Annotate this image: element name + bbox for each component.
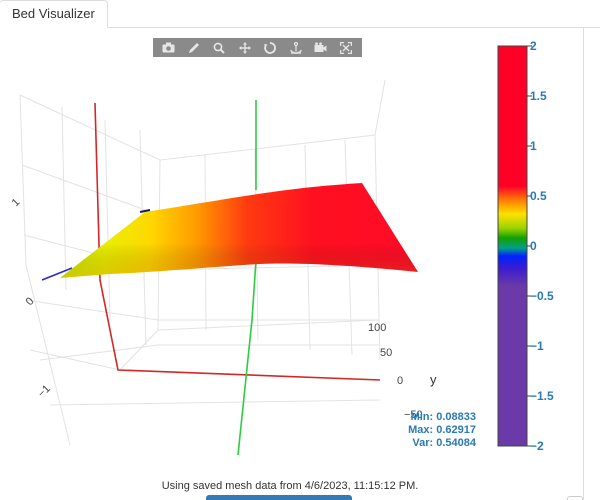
colorbar-tick-label: −1.5 [530, 389, 554, 403]
reset-camera-icon[interactable] [312, 39, 329, 56]
plot-modebar [153, 38, 362, 57]
z-axis [41, 267, 73, 281]
bed-mesh-3d-plot[interactable]: 1 0 −1 100 50 0 −50 y [0, 60, 470, 465]
mesh-surface [60, 183, 418, 278]
colorbar-tick-label: 2 [530, 39, 537, 53]
colorbar-gradient [497, 45, 528, 447]
colorbar-tick-label: −1 [530, 339, 544, 353]
stat-max: Max: 0.62917 [380, 424, 476, 437]
stat-var-text: Var: 0.54084 [412, 437, 476, 449]
tab-panel [0, 27, 584, 500]
stat-min-text: Min: 0.08833 [410, 411, 476, 423]
colorbar: 2 1.5 1 0.5 0 −0.5 −1 −1.5 −2 [490, 36, 590, 456]
zoom-icon[interactable] [211, 39, 228, 56]
orbit-icon[interactable] [262, 39, 279, 56]
x-axis [94, 102, 381, 381]
colorbar-tick-label: 1 [530, 139, 537, 153]
colorbar-tick-label: 1.5 [530, 89, 547, 103]
colorbar-tick-labels: 2 1.5 1 0.5 0 −0.5 −1 −1.5 −2 [530, 39, 554, 453]
pan-icon[interactable] [236, 39, 253, 56]
turntable-icon[interactable] [287, 39, 304, 56]
stat-min: Min: 0.08833 [380, 411, 476, 424]
autoscale-icon[interactable] [338, 39, 355, 56]
side-toggle[interactable] [567, 496, 583, 500]
tab-strip: Bed Visualizer [0, 0, 600, 28]
y-tick-label: 100 [368, 322, 386, 334]
tab-bed-visualizer[interactable]: Bed Visualizer [0, 0, 108, 28]
y-axis-title: y [430, 372, 437, 387]
y-tick-label: 50 [380, 347, 392, 359]
y-tick-label: −50 [404, 409, 423, 421]
y-tick-labels: 100 50 0 −50 [368, 322, 423, 421]
y-axis [237, 100, 257, 456]
z-tick-label: 1 [10, 196, 23, 209]
z-tick-labels: 1 0 −1 [10, 196, 53, 400]
colorbar-ticks [527, 45, 532, 447]
colorbar-tick-label: −0.5 [530, 289, 554, 303]
mesh-stats: Min: 0.08833 Max: 0.62917 Var: 0.54084 [380, 411, 476, 450]
stat-max-text: Max: 0.62917 [408, 424, 476, 436]
scene-canvas: 1 0 −1 100 50 0 −50 y [10, 79, 437, 456]
colorbar-tick-label: −2 [530, 439, 544, 453]
colorbar-tick-label: 0.5 [530, 189, 547, 203]
camera-icon[interactable] [160, 39, 177, 56]
mesh-action-button[interactable] [206, 495, 352, 500]
colorbar-tick-label: 0 [530, 239, 537, 253]
y-tick-label: 0 [397, 375, 403, 387]
z-tick-label: −1 [36, 383, 53, 400]
stat-var: Var: 0.54084 [380, 437, 476, 450]
colorbar-canvas: 2 1.5 1 0.5 0 −0.5 −1 −1.5 −2 [497, 39, 554, 453]
mesh-source-note: Using saved mesh data from 4/6/2023, 11:… [161, 480, 419, 492]
pencil-icon[interactable] [186, 39, 203, 56]
